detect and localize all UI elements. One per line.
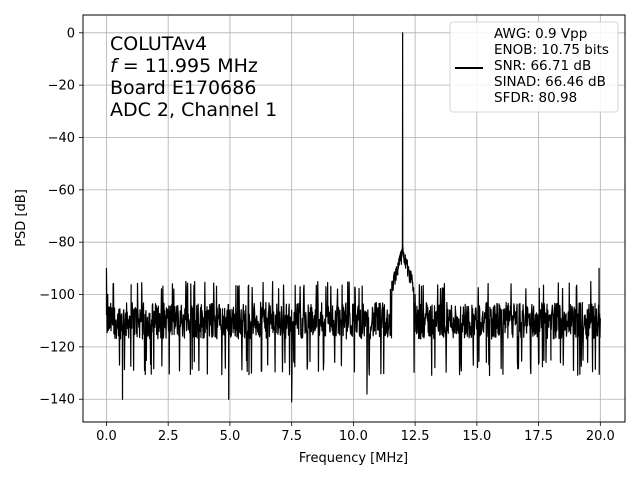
legend: AWG: 0.9 Vpp ENOB: 10.75 bits SNR: 66.71… bbox=[449, 21, 619, 113]
annotation-frequency-value: = 11.995 MHz bbox=[123, 55, 258, 77]
x-tick-label: 12.5 bbox=[401, 429, 430, 444]
annotation-frequency-symbol: f bbox=[110, 55, 120, 77]
x-tick-label: 0.0 bbox=[96, 429, 117, 444]
series-layer bbox=[105, 32, 601, 403]
y-tick-label: 0 bbox=[67, 26, 75, 41]
x-tick-label: 17.5 bbox=[524, 429, 553, 444]
y-tick-label: −140 bbox=[39, 393, 75, 408]
annotation-line-board: Board E170686 bbox=[110, 77, 256, 99]
x-tick-label: 20.0 bbox=[586, 429, 615, 444]
legend-entry-sfdr: SFDR: 80.98 bbox=[494, 90, 577, 106]
x-tick-label: 5.0 bbox=[220, 429, 241, 444]
y-tick-label: −40 bbox=[48, 131, 75, 146]
psd-series-line bbox=[105, 32, 601, 403]
plot-frame bbox=[82, 14, 626, 423]
annotation-line-channel: ADC 2, Channel 1 bbox=[110, 99, 277, 121]
x-tick-label: 7.5 bbox=[281, 429, 302, 444]
y-tick-label: −80 bbox=[48, 236, 75, 251]
y-tick-label: −100 bbox=[39, 288, 75, 303]
annotation-line-chip: COLUTAv4 bbox=[110, 33, 207, 55]
legend-box bbox=[449, 21, 619, 113]
y-tick-label: −20 bbox=[48, 79, 75, 94]
annotation-block: COLUTAv4 f = 11.995 MHz Board E170686 AD… bbox=[110, 33, 277, 121]
legend-entry-enob: ENOB: 10.75 bits bbox=[494, 42, 609, 58]
x-axis-label: Frequency [MHz] bbox=[299, 451, 408, 466]
y-axis-label: PSD [dB] bbox=[14, 189, 29, 247]
annotation-line-frequency: f = 11.995 MHz bbox=[110, 55, 258, 77]
legend-entry-sinad: SINAD: 66.46 dB bbox=[494, 74, 606, 90]
x-tick-label: 2.5 bbox=[158, 429, 179, 444]
y-tick-label: −120 bbox=[39, 340, 75, 355]
legend-entry-awg: AWG: 0.9 Vpp bbox=[494, 26, 587, 42]
legend-entry-snr: SNR: 66.71 dB bbox=[494, 58, 591, 74]
y-tick-label: −60 bbox=[48, 183, 75, 198]
ticks-layer: 0.0 2.5 5.0 7.5 10.0 12.5 15.0 17.5 20.0 0 −20 −40 −… bbox=[39, 26, 615, 444]
x-tick-label: 10.0 bbox=[339, 429, 368, 444]
x-tick-label: 15.0 bbox=[462, 429, 491, 444]
